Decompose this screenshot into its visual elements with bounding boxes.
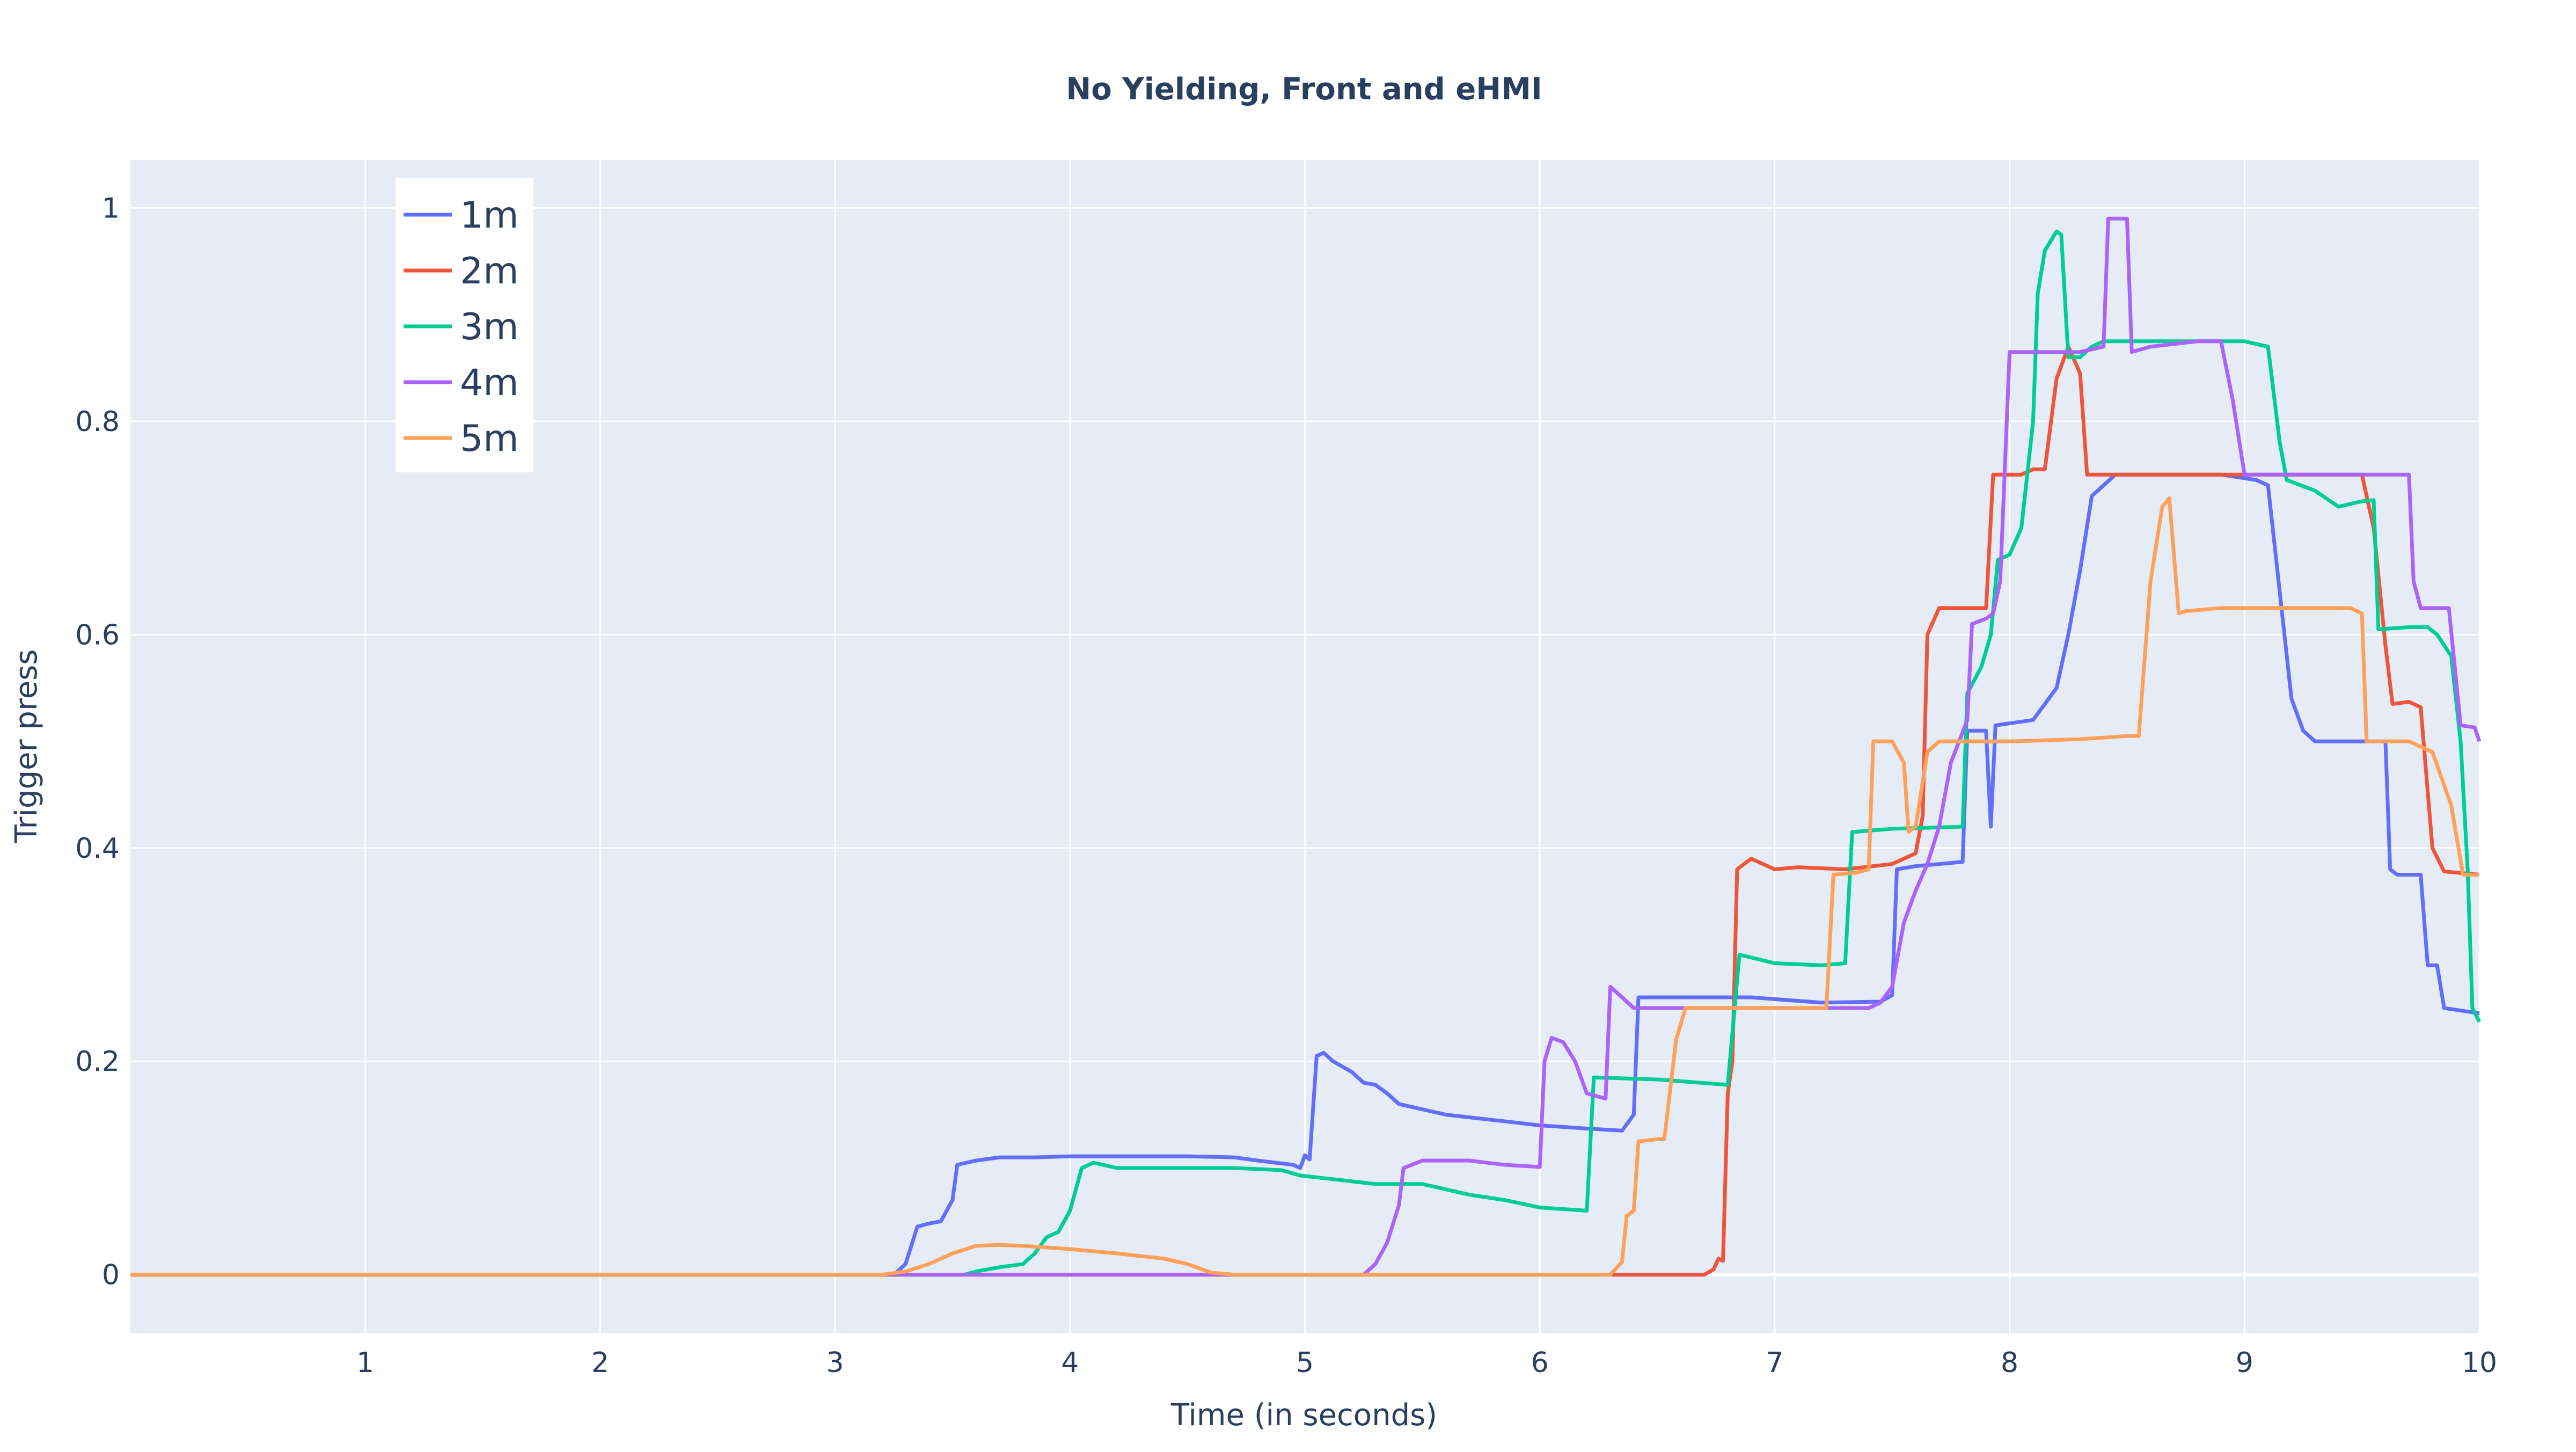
x-axis-ticks: 1 2 3 4 5 6 7 8 9 10 bbox=[356, 1347, 2497, 1379]
legend[interactable]: 1m 2m 3m 4m 5m bbox=[396, 178, 533, 472]
x-tick-label: 7 bbox=[1766, 1347, 1783, 1379]
x-axis-label: Time (in seconds) bbox=[1170, 1398, 1437, 1433]
series-line-4m[interactable] bbox=[130, 216, 2482, 1277]
series-line-5m[interactable] bbox=[130, 496, 2479, 1277]
legend-label: 3m bbox=[460, 306, 519, 348]
legend-item-2m[interactable]: 2m bbox=[404, 250, 519, 293]
x-tick-label: 8 bbox=[2001, 1347, 2018, 1379]
series-line-1m[interactable] bbox=[130, 472, 2480, 1277]
legend-item-1m[interactable]: 1m bbox=[404, 194, 519, 237]
y-axis-label: Trigger press bbox=[9, 649, 44, 843]
y-tick-label: 1 bbox=[102, 192, 120, 224]
series-line-2m[interactable] bbox=[130, 345, 2480, 1277]
y-tick-label: 0.8 bbox=[75, 406, 120, 438]
x-tick-label: 9 bbox=[2236, 1347, 2253, 1379]
legend-item-4m[interactable]: 4m bbox=[404, 362, 519, 404]
legend-item-5m[interactable]: 5m bbox=[404, 418, 519, 460]
x-tick-label: 3 bbox=[826, 1347, 844, 1379]
legend-label: 4m bbox=[460, 362, 519, 404]
x-tick-label: 5 bbox=[1296, 1347, 1314, 1379]
legend-label: 1m bbox=[460, 194, 519, 237]
y-tick-label: 0.2 bbox=[75, 1046, 120, 1078]
legend-label: 2m bbox=[460, 250, 519, 293]
x-tick-label: 1 bbox=[356, 1347, 374, 1379]
legend-label: 5m bbox=[460, 418, 519, 460]
legend-item-3m[interactable]: 3m bbox=[404, 306, 519, 348]
chart-title: No Yielding, Front and eHMI bbox=[1066, 72, 1542, 107]
y-tick-label: 0.4 bbox=[75, 833, 120, 865]
series-line-3m[interactable] bbox=[130, 229, 2482, 1277]
x-tick-label: 2 bbox=[591, 1347, 609, 1379]
x-tick-label: 4 bbox=[1061, 1347, 1079, 1379]
series-lines bbox=[130, 216, 2482, 1277]
x-tick-label: 6 bbox=[1531, 1347, 1549, 1379]
x-tick-label: 10 bbox=[2462, 1347, 2497, 1379]
y-tick-label: 0 bbox=[102, 1259, 120, 1292]
y-axis-ticks: 0 0.2 0.4 0.6 0.8 1 bbox=[75, 192, 120, 1291]
y-tick-label: 0.6 bbox=[75, 619, 120, 651]
